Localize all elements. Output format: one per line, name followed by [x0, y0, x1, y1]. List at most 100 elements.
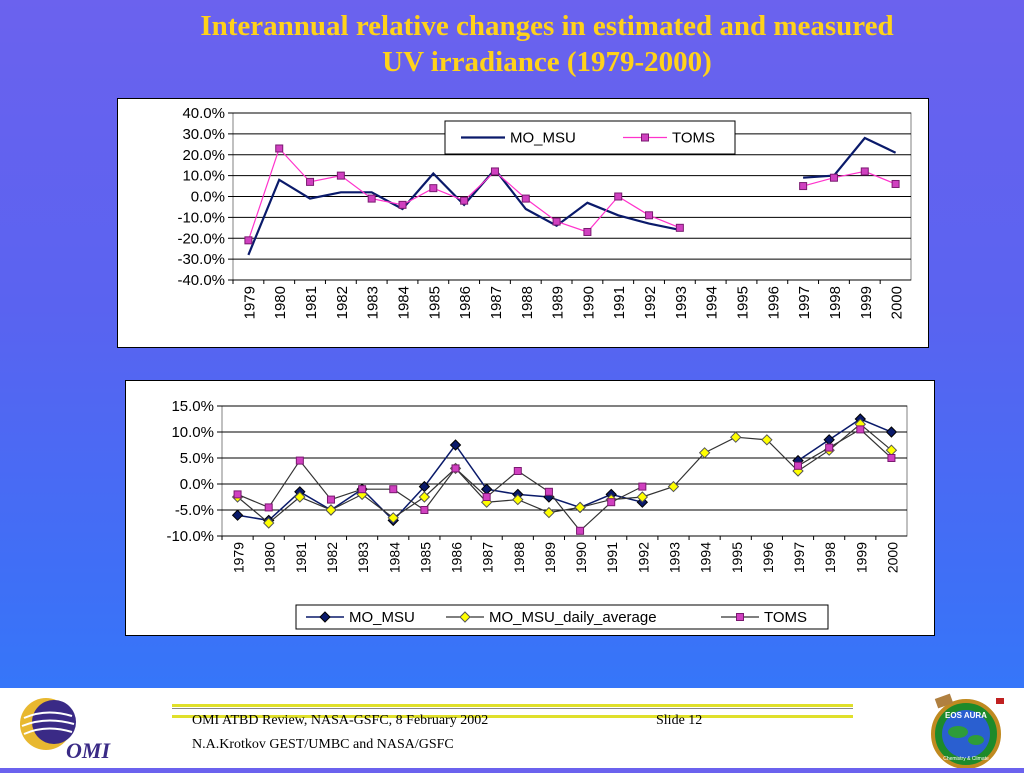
data-point [420, 506, 429, 514]
x-tick-label: 1991 [604, 542, 620, 573]
data-point [638, 482, 647, 491]
data-point [418, 491, 431, 503]
x-tick-label: 1980 [272, 286, 289, 319]
data-point [513, 467, 522, 475]
x-tick-label: 1984 [386, 542, 402, 573]
data-point [512, 493, 524, 506]
legend-marker [319, 611, 331, 623]
footer-divider [172, 704, 853, 718]
y-tick-label: 10.0% [171, 424, 214, 441]
x-tick-label: 1995 [729, 542, 745, 573]
data-point [387, 512, 399, 524]
legend-label: MO_MSU_daily_average [489, 609, 657, 626]
y-tick-label: -30.0% [177, 251, 225, 268]
x-tick-label: 1991 [611, 286, 628, 319]
x-tick-label: 1998 [822, 542, 838, 573]
data-point [576, 526, 585, 535]
x-tick-label: 1992 [635, 542, 651, 573]
data-point [398, 200, 407, 209]
data-point [887, 454, 896, 462]
data-point [367, 194, 376, 203]
legend-marker [641, 133, 649, 142]
x-tick-label: 1993 [673, 286, 690, 319]
series-line-toms [237, 428, 892, 532]
x-tick-label: 1981 [303, 286, 320, 319]
data-point [583, 227, 592, 236]
series-line-mo-msu [247, 136, 897, 256]
plot-area [221, 405, 908, 537]
data-point [233, 490, 242, 499]
data-point [429, 184, 438, 193]
data-point [490, 167, 499, 176]
x-tick-label: 1990 [573, 542, 589, 573]
x-tick-label: 1996 [760, 542, 776, 573]
x-tick-label: 1995 [735, 286, 752, 319]
data-point [244, 236, 253, 245]
data-point [389, 485, 398, 494]
data-point [521, 194, 530, 203]
data-point [667, 480, 680, 493]
y-tick-label: 40.0% [182, 105, 225, 122]
x-tick-label: 1981 [293, 542, 309, 573]
y-tick-label: 0.0% [180, 476, 214, 493]
x-tick-label: 1979 [231, 542, 247, 573]
y-tick-label: 10.0% [182, 168, 225, 185]
x-tick-label: 1997 [791, 542, 807, 573]
footer-line-2: N.A.Krotkov GEST/UMBC and NASA/GSFC [192, 737, 454, 752]
data-point [645, 211, 654, 220]
data-point [451, 464, 460, 473]
data-point [326, 495, 335, 504]
data-point [856, 425, 865, 434]
x-tick-label: 1982 [324, 542, 340, 573]
data-point [264, 503, 273, 512]
data-point [482, 493, 491, 501]
data-point [306, 177, 315, 186]
data-point [480, 483, 493, 495]
data-point [460, 196, 469, 205]
data-point [262, 517, 275, 529]
y-tick-label: -10.0% [166, 528, 214, 545]
series-line-mo-msu-daily-average [237, 423, 892, 524]
slide-number: Slide 12 [656, 713, 703, 728]
data-point [607, 498, 616, 507]
x-tick-label: 1992 [642, 286, 659, 319]
x-tick-label: 1980 [262, 542, 278, 573]
data-point [829, 173, 838, 182]
chart-top: 40.0% 30.0% 20.0% 10.0% 0.0% -10.0% -20.0% -30.… [177, 105, 912, 319]
data-point [730, 431, 742, 443]
data-point [231, 509, 244, 521]
x-tick-label: 1988 [511, 542, 527, 573]
data-point [449, 439, 462, 451]
series-line-mo-msu [237, 418, 892, 522]
x-tick-label: 1996 [765, 286, 782, 319]
legend-marker [736, 613, 744, 621]
data-point [675, 223, 684, 232]
chart-bottom-panel: 15.0% 10.0% 5.0% 0.0% -5.0% -10.0% 1979 1980 198… [125, 380, 935, 636]
eos-aura-logo: EOS AURA Chemistry & Climate [912, 692, 1020, 769]
omi-logo-text: OMI [66, 738, 111, 763]
data-point [860, 167, 869, 176]
x-tick-label: 1994 [698, 542, 714, 573]
slide-title: Interannual relative changes in estimate… [0, 8, 1024, 80]
x-tick-label: 1983 [355, 542, 371, 573]
data-point [325, 504, 337, 516]
x-tick-label: 2000 [889, 286, 906, 319]
legend-label: MO_MSU [349, 609, 415, 626]
data-point [825, 443, 834, 452]
x-tick-label: 1986 [457, 286, 474, 319]
footer-line-1: OMI ATBD Review, NASA-GSFC, 8 February 2… [192, 713, 489, 728]
data-point [799, 182, 808, 191]
y-tick-label: -20.0% [177, 230, 225, 247]
x-tick-label: 1988 [519, 286, 536, 319]
x-tick-label: 1982 [334, 286, 351, 319]
x-tick-label: 1994 [704, 286, 721, 319]
y-tick-label: 5.0% [180, 450, 214, 467]
x-tick-label: 1999 [858, 286, 875, 319]
title-line-1: Interannual relative changes in estimate… [200, 10, 894, 42]
y-tick-label: -10.0% [177, 209, 225, 226]
data-point [823, 434, 835, 446]
x-tick-label: 1993 [666, 542, 682, 573]
x-tick-label: 1987 [488, 286, 505, 319]
x-tick-label: 1986 [449, 542, 465, 573]
legend-marker [459, 611, 471, 623]
